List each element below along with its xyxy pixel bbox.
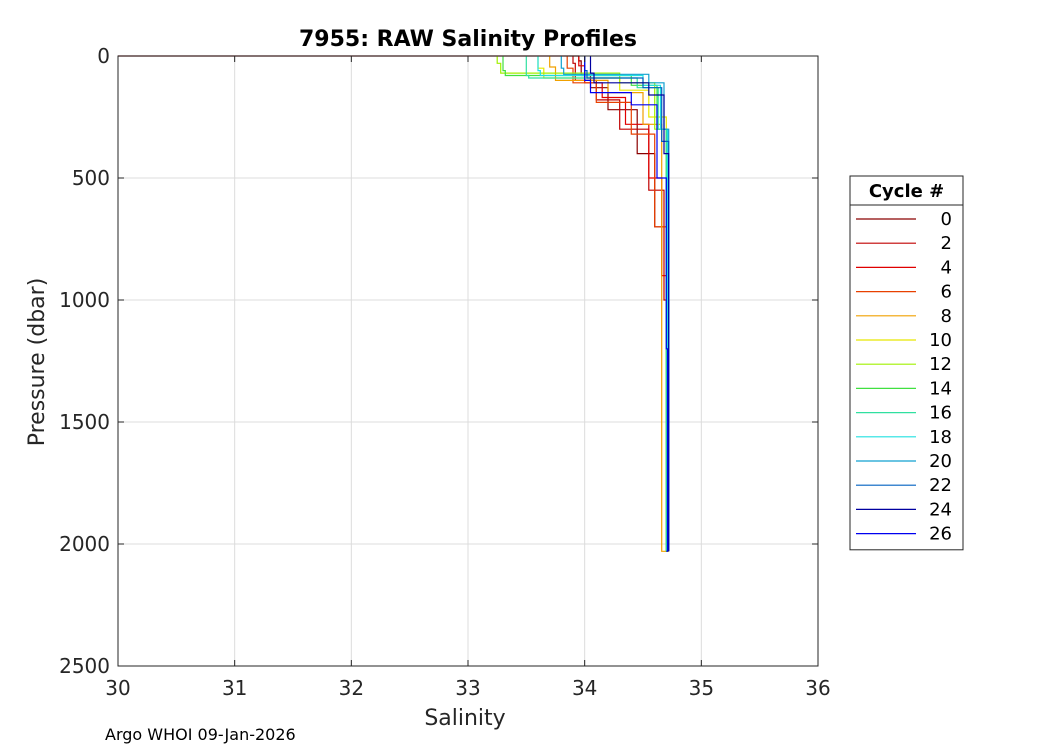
footer-credit: Argo WHOI 09-Jan-2026 <box>105 725 296 744</box>
series-line-cycle-22 <box>584 56 670 552</box>
legend-label-cycle-10: 10 <box>929 330 952 351</box>
x-tick-label: 36 <box>805 676 830 700</box>
legend-label-cycle-20: 20 <box>929 451 952 472</box>
legend-label-cycle-0: 0 <box>941 209 952 230</box>
series-line-cycle-18 <box>537 56 669 552</box>
series-line-cycle-0 <box>118 55 670 552</box>
legend-box <box>849 175 964 551</box>
series-line-cycle-8 <box>549 56 669 552</box>
legend-label-cycle-24: 24 <box>929 499 952 520</box>
chart-title: 7955: RAW Salinity Profiles <box>299 27 637 52</box>
legend-title: Cycle # <box>869 181 944 202</box>
series-line-cycle-26 <box>584 56 669 552</box>
x-tick-label: 30 <box>105 676 130 700</box>
x-tick-label: 31 <box>222 676 247 700</box>
grid-lines <box>117 55 819 667</box>
legend-label-cycle-12: 12 <box>929 354 952 375</box>
legend-label-cycle-6: 6 <box>941 282 952 303</box>
axis-ticks: 30 31 32 33 34 35 36 0 500 1000 1500 2000 2500 <box>59 44 831 700</box>
series-line-cycle-16 <box>525 56 667 552</box>
series-line-cycle-12 <box>496 56 668 552</box>
y-tick-label: 2500 <box>59 654 110 678</box>
legend-label-cycle-14: 14 <box>929 378 952 399</box>
legend-label-cycle-26: 26 <box>929 524 952 545</box>
y-tick-label: 500 <box>72 166 110 190</box>
x-tick-label: 33 <box>455 676 480 700</box>
y-tick-label: 1500 <box>59 410 110 434</box>
series-line-cycle-4 <box>578 56 669 552</box>
x-tick-label: 34 <box>572 676 597 700</box>
legend-label-cycle-2: 2 <box>941 233 952 254</box>
legend-label-cycle-4: 4 <box>941 257 952 278</box>
x-tick-label: 32 <box>339 676 364 700</box>
y-tick-label: 0 <box>97 44 110 68</box>
legend-label-cycle-16: 16 <box>929 403 952 424</box>
series-line-cycle-20 <box>560 56 670 552</box>
series-line-cycle-24 <box>589 56 670 552</box>
legend-label-cycle-22: 22 <box>929 475 952 496</box>
series-line-cycle-2 <box>572 56 670 552</box>
y-tick-label: 1000 <box>59 288 110 312</box>
x-axis-label: Salinity <box>424 706 505 731</box>
y-axis-label: Pressure (dbar) <box>25 278 50 447</box>
legend-label-cycle-18: 18 <box>929 427 952 448</box>
y-tick-label: 2000 <box>59 532 110 556</box>
series-line-cycle-6 <box>566 56 669 552</box>
x-tick-label: 35 <box>689 676 714 700</box>
plot-series <box>118 55 670 552</box>
legend-label-cycle-8: 8 <box>941 306 952 327</box>
